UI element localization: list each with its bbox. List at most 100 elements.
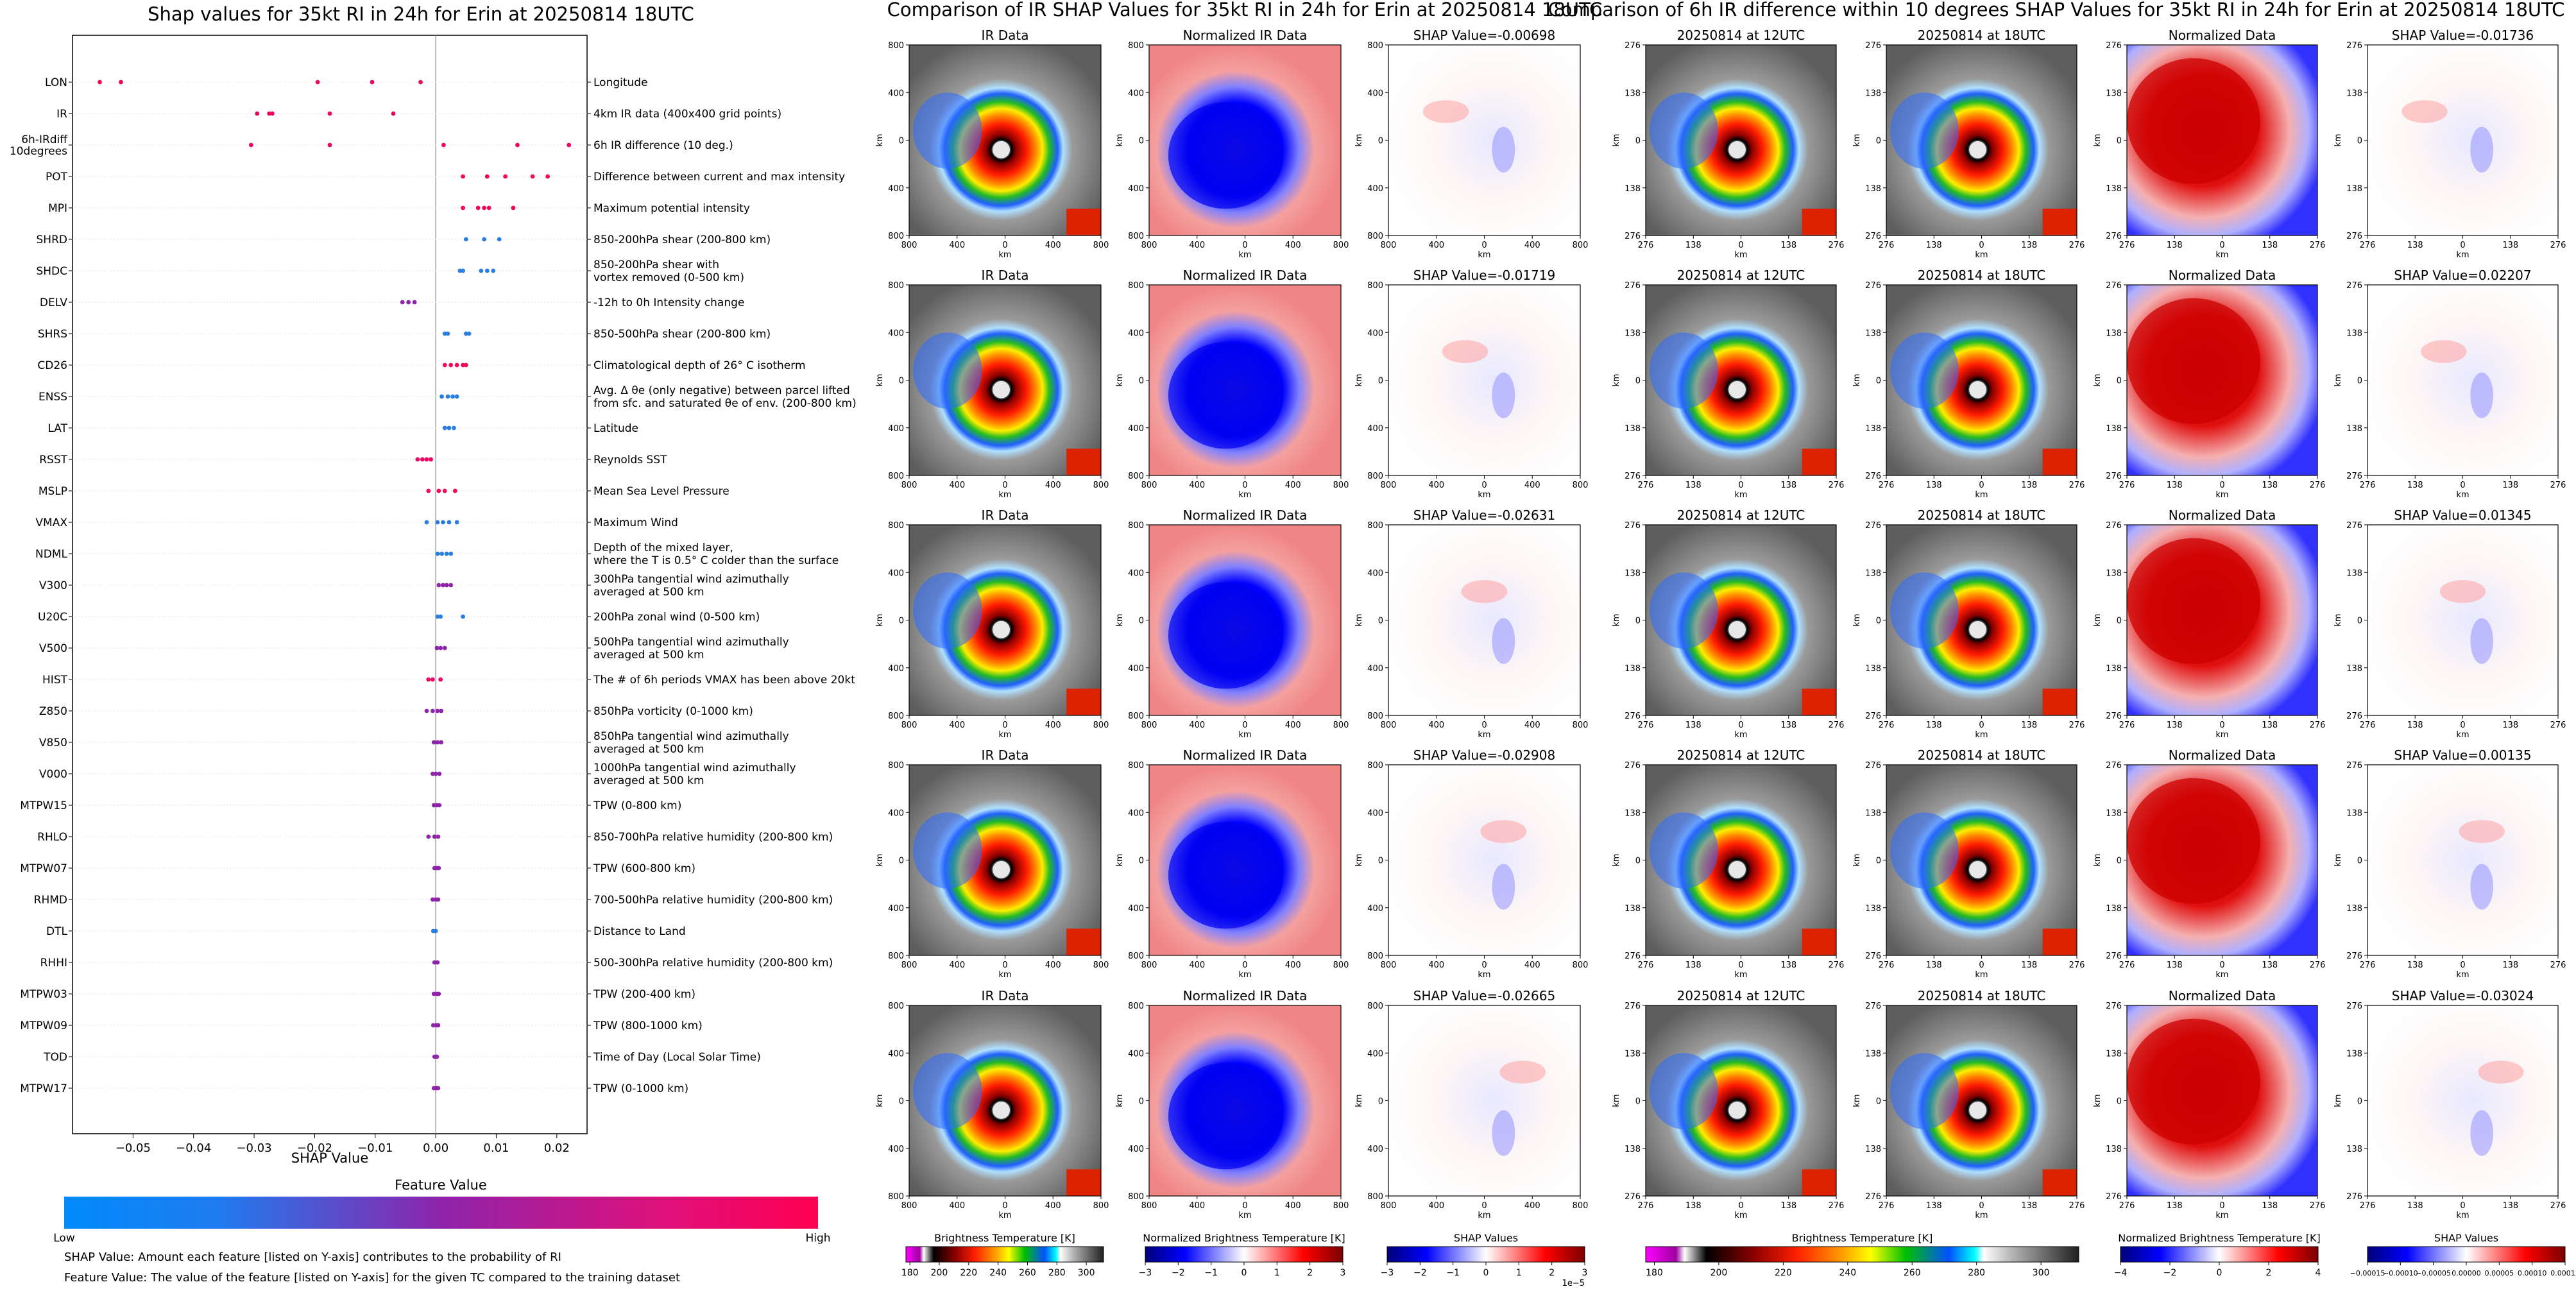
y-tick-label: 276 (1625, 712, 1641, 721)
shap-point (432, 834, 437, 839)
y-axis-label: km (875, 1094, 885, 1107)
feature-description: 850-200hPa shear (200-800 km) (593, 234, 771, 246)
y-tick-label: 276 (1625, 41, 1641, 51)
x-tick-label: 400 (1045, 1201, 1061, 1211)
shap-feature-rows: LON Longitude IR 4km IR data (400x400 grid … (10, 35, 857, 1134)
y-tick-label: 400 (1128, 808, 1144, 818)
colorbar-tick-label: 2 (2266, 1268, 2272, 1278)
storm-eye (1969, 380, 1986, 398)
shap-map-image (2367, 765, 2558, 955)
x-tick-label: 276 (2069, 721, 2085, 730)
shap-point (434, 1054, 439, 1059)
shap-value-title: SHAP Value=-0.02665 (1413, 988, 1555, 1003)
y-tick-label: 800 (888, 232, 904, 241)
y-tick-label: 0 (1876, 1097, 1881, 1107)
colorbar-tick-label: −1 (1204, 1268, 1218, 1278)
y-tick-label: 800 (1128, 521, 1144, 531)
y-tick-label: 138 (1865, 904, 1881, 914)
colorbar-tick-label: 240 (989, 1268, 1007, 1278)
shap-point (447, 520, 452, 525)
x-tick-label: 0.02 (544, 1141, 570, 1155)
x-tick-label: 276 (1638, 960, 1654, 970)
x-tick-label: 400 (1524, 960, 1540, 970)
y-tick-label: 138 (2346, 184, 2362, 194)
x-tick-label: 800 (1141, 1201, 1157, 1211)
shap-point (463, 237, 468, 242)
feature-label-rhmd: RHMD (34, 894, 67, 907)
x-tick-label: 138 (2167, 960, 2183, 970)
x-tick-label: −0.04 (176, 1141, 211, 1155)
x-axis-label: km (1238, 490, 1251, 500)
x-tick-label: 0 (1481, 1201, 1487, 1211)
y-tick-label: 800 (888, 952, 904, 961)
shap-point (431, 991, 436, 996)
shap-point (442, 363, 447, 368)
x-tick-label: 276 (2550, 1201, 2566, 1211)
x-tick-label: 276 (2310, 1201, 2326, 1211)
y-tick-label: 400 (1367, 808, 1383, 818)
x-tick-label: 800 (901, 1201, 917, 1211)
y-tick-label: 138 (2106, 568, 2122, 578)
x-axis-label: km (2215, 970, 2228, 980)
x-axis-label: km (1734, 490, 1747, 500)
colorbar-tick-label: −4 (2114, 1268, 2128, 1278)
y-tick-label: 800 (888, 521, 904, 531)
colorbar-label: Normalized Brightness Temperature [K] (1143, 1232, 1345, 1244)
x-tick-label: 0 (1242, 960, 1247, 970)
x-tick-label: 0 (1481, 481, 1487, 490)
x-tick-label: 800 (1333, 481, 1349, 490)
shap-map-image (1388, 285, 1580, 475)
ir-cloud-band (1889, 812, 1959, 889)
shap-point (441, 142, 446, 148)
shap-point (98, 80, 102, 85)
y-tick-label: 0 (1876, 857, 1881, 866)
y-axis-label: km (1852, 853, 1862, 866)
x-axis-label: km (998, 250, 1011, 260)
positive-shap-patch (2439, 580, 2486, 603)
shap-point (461, 614, 465, 619)
colorbar-tick-label: 300 (1078, 1268, 1095, 1278)
colorbar-gradient (2120, 1246, 2319, 1263)
image-title: 20250814 at 12UTC (1677, 508, 1805, 523)
colorbar-tick-label: 260 (1904, 1268, 1921, 1278)
image-title: IR Data (982, 988, 1029, 1003)
ir-cloud-patch (2042, 1169, 2077, 1196)
colorbar-tick-label: 3 (1340, 1268, 1346, 1278)
shap-point (442, 488, 447, 493)
y-tick-label: 276 (1625, 521, 1641, 531)
x-tick-label: 276 (2310, 721, 2326, 730)
x-axis-label: km (2215, 730, 2228, 740)
x-tick-label: 0 (1979, 960, 1984, 970)
x-tick-label: 276 (2119, 241, 2135, 250)
image-title: 20250814 at 18UTC (1918, 747, 2046, 763)
y-tick-label: 0 (2357, 1097, 2362, 1107)
x-axis-label: km (2456, 1211, 2469, 1220)
y-tick-label: 138 (2106, 184, 2122, 194)
x-tick-label: 0 (2219, 960, 2224, 970)
shap-point (450, 394, 455, 399)
shap-point (327, 111, 332, 116)
x-tick-label: 800 (1141, 481, 1157, 490)
y-tick-label: 138 (1865, 424, 1881, 434)
x-tick-label: 800 (1573, 721, 1589, 730)
shap-point (454, 394, 459, 399)
shap-point (315, 80, 320, 85)
feature-label-rsst: RSST (39, 454, 67, 466)
x-tick-label: 138 (1926, 241, 1942, 250)
shap-point (426, 488, 431, 493)
negative-shap-patch (2470, 126, 2494, 173)
x-axis-label: km (2215, 1211, 2228, 1220)
shap-point (267, 111, 272, 116)
y-axis-label: km (2093, 853, 2103, 866)
ir-cloud-band (1889, 572, 1959, 649)
shap-map-image (2367, 1005, 2558, 1196)
y-tick-label: 276 (1865, 232, 1881, 241)
cold-cloud-region (1168, 342, 1284, 449)
y-tick-label: 138 (1865, 568, 1881, 578)
